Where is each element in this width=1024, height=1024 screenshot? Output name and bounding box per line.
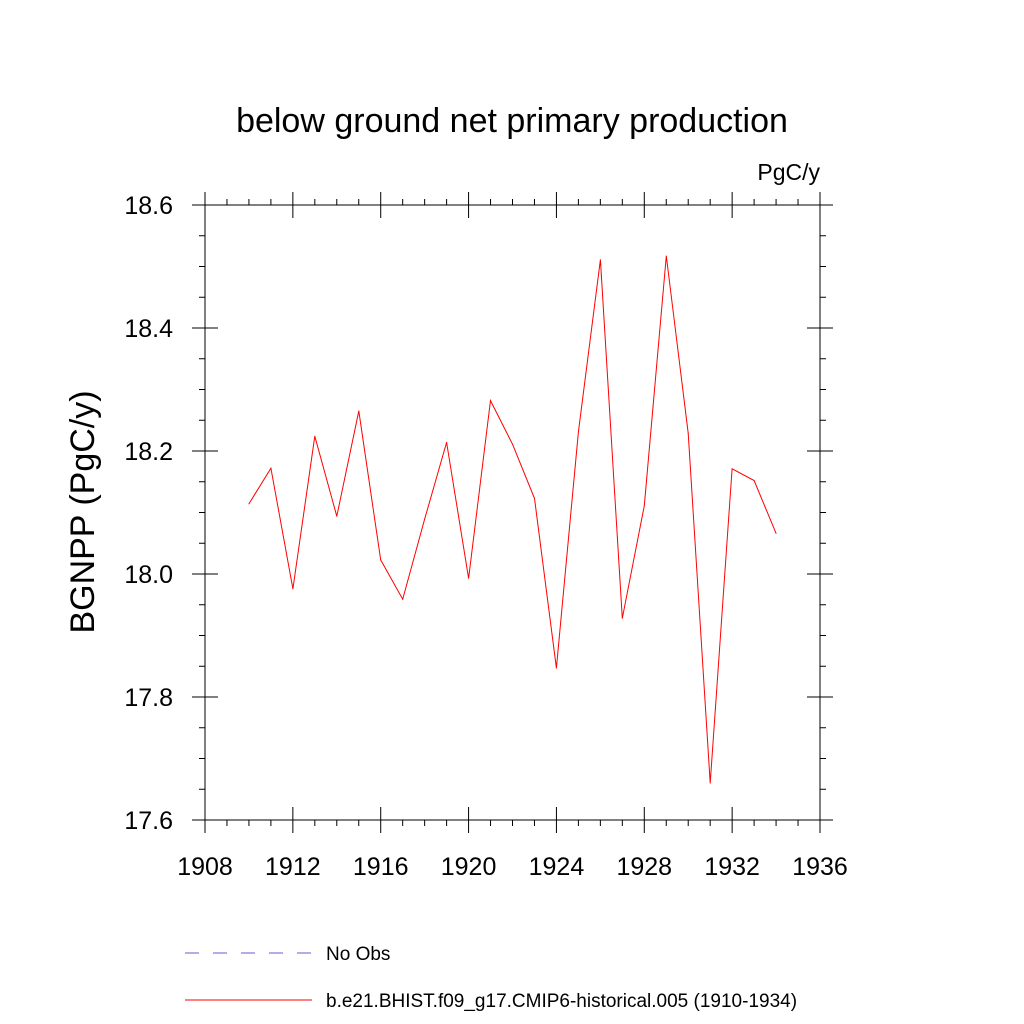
data-point [709,782,711,784]
data-point [753,480,755,482]
series-line [248,255,777,784]
data-point [687,432,689,434]
y-tick-label: 17.8 [124,684,173,712]
x-tick-label: 1928 [616,853,672,881]
y-tick-label: 18.2 [124,438,173,466]
data-point [665,255,667,257]
x-tick-label: 1932 [704,853,760,881]
y-tick-label: 18.6 [124,192,173,220]
data-point [599,259,601,261]
data-point [512,443,513,445]
x-tick-label: 1924 [529,853,585,881]
y-axis-label: BGNPP (PgC/y) [64,390,102,633]
data-point [468,577,470,579]
data-point [446,441,448,443]
data-point [775,532,777,534]
series-group [248,255,777,784]
x-tick-label: 1916 [353,853,409,881]
plot-frame [204,204,821,821]
data-point [731,468,733,470]
legend-label: b.e21.BHIST.f09_g17.CMIP6-historical.005… [326,991,797,1012]
data-point [380,559,382,561]
y-tick-label: 17.6 [124,807,173,835]
data-point [643,505,645,507]
legend: No Obs b.e21.BHIST.f09_g17.CMIP6-historic… [185,944,797,1012]
legend-label: No Obs [326,944,390,965]
data-point [533,497,535,499]
y-tick-label: 18.0 [124,561,173,589]
data-point [490,400,492,402]
chart-title: below ground net primary production [236,102,788,140]
axis-ticks: 1908 1912 1916 1920 1924 1928 1932 1936 17.6 17.8… [124,192,848,881]
x-tick-label: 1908 [177,853,233,881]
y-tick-label: 18.4 [124,315,173,343]
data-point [621,617,623,619]
data-point [314,435,316,437]
data-point [292,588,294,590]
data-point [270,467,272,469]
data-point [577,431,579,433]
x-tick-label: 1920 [441,853,497,881]
data-point [336,515,338,517]
x-tick-label: 1936 [792,853,848,881]
x-tick-label: 1912 [265,853,321,881]
units-label: PgC/y [757,159,820,185]
data-point [555,667,557,669]
data-point [424,518,426,520]
data-point [402,598,404,600]
data-point [248,503,250,505]
data-point [358,410,360,412]
